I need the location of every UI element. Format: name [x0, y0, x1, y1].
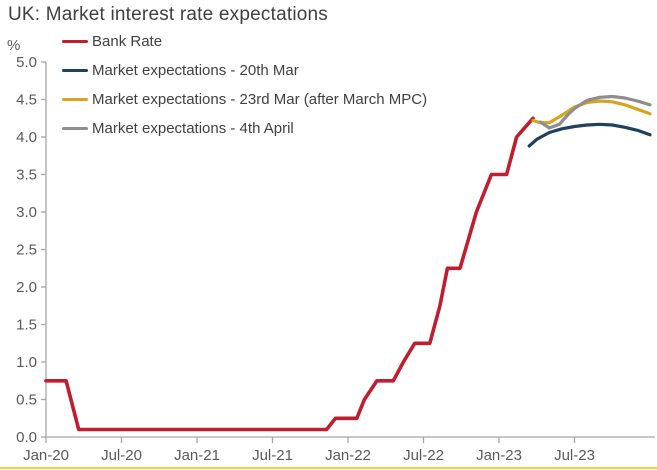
legend-item-bank-rate: Bank Rate	[62, 33, 427, 50]
y-tick-label: 3.5	[16, 167, 37, 184]
y-tick-label: 4.0	[16, 129, 37, 146]
series-line-market-expectations-23rd-mar-after-march-mpc	[531, 99, 652, 125]
y-tick-label: 3.0	[16, 204, 37, 221]
x-tick-label: Jan-23	[476, 447, 522, 464]
y-axis-unit-label: %	[7, 37, 20, 54]
chart-legend: Bank Rate Market expectations - 20th Mar…	[62, 33, 427, 137]
legend-item-expectations-20th-mar: Market expectations - 20th Mar	[62, 62, 427, 79]
y-tick-label: 4.5	[16, 92, 37, 109]
y-tick-label: 1.0	[16, 354, 37, 371]
chart-title: UK: Market interest rate expectations	[8, 4, 328, 25]
legend-item-expectations-23rd-mar: Market expectations - 23rd Mar (after Ma…	[62, 91, 427, 108]
series-line-market-expectations-20th-mar	[527, 122, 652, 148]
legend-label: Market expectations - 4th April	[92, 120, 294, 137]
expectations-23rd-mar-line-swatch	[62, 97, 88, 102]
x-tick-label: Jul-20	[101, 447, 142, 464]
y-tick-label: 0.0	[16, 429, 37, 446]
x-tick-label: Jan-22	[325, 447, 371, 464]
x-tick-label: Jul-23	[554, 447, 595, 464]
x-tick-label: Jul-22	[403, 447, 444, 464]
y-tick-label: 5.0	[16, 54, 37, 71]
series-line-bank-rate	[44, 116, 535, 432]
x-tick-label: Jan-20	[23, 447, 69, 464]
y-tick-label: 2.5	[16, 242, 37, 259]
expectations-20th-mar-line-swatch	[62, 68, 88, 73]
expectations-4th-april-line-swatch	[62, 126, 88, 131]
legend-label: Market expectations - 20th Mar	[92, 62, 299, 79]
y-tick-label: 1.5	[16, 317, 37, 334]
series-line-market-expectations-4th-april	[538, 94, 652, 130]
bank-rate-line-swatch	[62, 39, 88, 44]
legend-label: Market expectations - 23rd Mar (after Ma…	[92, 91, 428, 108]
legend-label: Bank Rate	[92, 33, 163, 50]
x-tick-label: Jul-21	[252, 447, 293, 464]
y-tick-label: 2.0	[16, 279, 37, 296]
bottom-accent-bar	[0, 466, 657, 469]
y-tick-label: 0.5	[16, 392, 37, 409]
legend-item-expectations-4th-april: Market expectations - 4th April	[62, 120, 427, 137]
x-tick-label: Jan-21	[174, 447, 220, 464]
